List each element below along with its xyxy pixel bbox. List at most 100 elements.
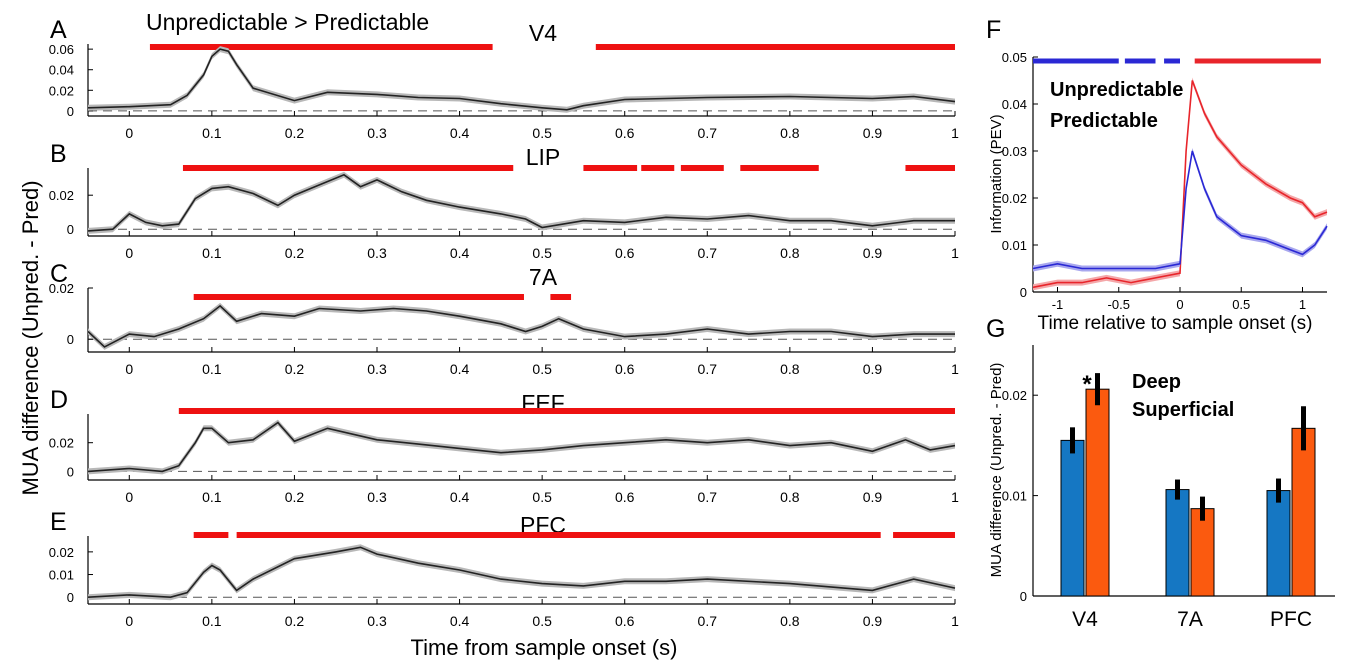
data-line bbox=[87, 48, 956, 111]
bar bbox=[1266, 490, 1291, 597]
x-tick-label: 0 bbox=[1176, 297, 1183, 312]
data-line bbox=[87, 421, 956, 473]
x-tick-label: 0.7 bbox=[698, 125, 718, 141]
x-tick-label: 1 bbox=[951, 613, 959, 629]
series-line bbox=[1032, 150, 1328, 270]
y-tick-label: 0.01 bbox=[1002, 489, 1027, 504]
x-tick-label: 0.4 bbox=[450, 245, 470, 261]
y-tick-label: 0 bbox=[67, 332, 74, 347]
data-line bbox=[87, 304, 955, 348]
series-line bbox=[1032, 80, 1328, 289]
y-tick-label: 0 bbox=[1020, 285, 1027, 300]
panel-letter: G bbox=[986, 315, 1005, 343]
x-tick-label: 0.6 bbox=[615, 125, 635, 141]
panel-letter: E bbox=[50, 508, 67, 536]
panel-c-7a: C 7A 0 0.02 0 0.1 0.2 0.3 0.4 0.5 0.6 0.7 0.8 0.9 1 bbox=[49, 260, 959, 377]
shared-x-axis-label: Time from sample onset (s) bbox=[411, 635, 678, 660]
time-course-panels: A V4 0 0.02 0.04 0.06 0 0.1 0.2 0.3 0.4 0.5 0.6 0.7 0.… bbox=[49, 16, 959, 629]
data-line bbox=[87, 173, 955, 232]
legend-entry: Unpredictable bbox=[1050, 79, 1183, 101]
x-tick-label: 0.3 bbox=[367, 361, 387, 377]
x-tick-label: 0.9 bbox=[863, 361, 883, 377]
x-tick-label: 0.1 bbox=[202, 125, 222, 141]
x-tick-label: 0.7 bbox=[698, 489, 718, 505]
x-tick-label: 0.6 bbox=[615, 361, 635, 377]
y-tick-label: 0.02 bbox=[1002, 388, 1027, 403]
x-tick-label: 0.1 bbox=[202, 613, 222, 629]
y-axis-label: MUA difference (Unpred. - Pred) bbox=[988, 363, 1005, 578]
x-tick-label: 0 bbox=[125, 245, 133, 261]
panel-letter: D bbox=[50, 386, 68, 414]
x-tick-label: -1 bbox=[1052, 297, 1064, 312]
y-tick-label: 0.02 bbox=[49, 83, 74, 98]
bar bbox=[1165, 489, 1190, 597]
x-tick-label: 0.6 bbox=[615, 613, 635, 629]
x-tick-label: 0.7 bbox=[698, 245, 718, 261]
bar bbox=[1085, 388, 1110, 597]
y-tick-label: 0.06 bbox=[49, 42, 74, 57]
sem-band bbox=[88, 171, 955, 234]
x-tick-label: 0.1 bbox=[202, 489, 222, 505]
panel-letter: A bbox=[50, 16, 67, 44]
legend-entry: Superficial bbox=[1132, 399, 1234, 421]
y-tick-label: 0.05 bbox=[1002, 50, 1027, 65]
x-tick-label: 0.9 bbox=[863, 613, 883, 629]
x-tick-label: 0.7 bbox=[698, 361, 718, 377]
x-tick-label: 0 bbox=[125, 125, 133, 141]
x-tick-label: 0.9 bbox=[863, 489, 883, 505]
x-tick-label: -0.5 bbox=[1108, 297, 1130, 312]
x-tick-label: 0.1 bbox=[202, 245, 222, 261]
y-tick-label: 0.02 bbox=[49, 188, 74, 203]
panel-a-v4: A V4 0 0.02 0.04 0.06 0 0.1 0.2 0.3 0.4 0.5 0.6 0.7 0.… bbox=[49, 16, 959, 141]
x-tick-label: 0.7 bbox=[698, 613, 718, 629]
x-tick-label: 0.5 bbox=[532, 245, 552, 261]
x-tick-label: 1 bbox=[951, 361, 959, 377]
x-tick-label: 0.8 bbox=[780, 361, 800, 377]
x-tick-label: 0.8 bbox=[780, 613, 800, 629]
x-tick-label: 0.5 bbox=[532, 489, 552, 505]
x-tick-label: 0.4 bbox=[450, 361, 470, 377]
legend-entry: Deep bbox=[1132, 371, 1181, 393]
x-tick-label: 0.2 bbox=[285, 125, 305, 141]
x-tick-label: 0 bbox=[125, 613, 133, 629]
x-tick-label: 0.1 bbox=[202, 361, 222, 377]
header-comparison-label: Unpredictable > Predictable bbox=[146, 9, 429, 35]
x-tick-label: 0.6 bbox=[615, 245, 635, 261]
x-tick-label: 0.4 bbox=[450, 125, 470, 141]
category-label: V4 bbox=[1072, 608, 1098, 631]
category-label: PFC bbox=[1270, 608, 1312, 631]
y-tick-label: 0.04 bbox=[1002, 97, 1027, 112]
y-tick-label: 0.03 bbox=[1002, 144, 1027, 159]
x-tick-label: 1 bbox=[951, 125, 959, 141]
sem-band bbox=[1033, 148, 1327, 272]
x-tick-label: 0.9 bbox=[863, 125, 883, 141]
x-tick-label: 0.5 bbox=[532, 125, 552, 141]
x-tick-label: 1 bbox=[1299, 297, 1306, 312]
sem-band bbox=[88, 302, 955, 350]
bar bbox=[1060, 439, 1085, 597]
sem-band bbox=[1033, 77, 1327, 291]
y-tick-label: 0.02 bbox=[1002, 191, 1027, 206]
sem-band bbox=[88, 544, 955, 601]
y-axis-label: Information (PEV) bbox=[988, 114, 1005, 233]
y-tick-label: 0.02 bbox=[49, 436, 74, 451]
bar bbox=[1291, 427, 1316, 597]
x-tick-label: 1 bbox=[951, 489, 959, 505]
y-tick-label: 0 bbox=[67, 104, 74, 119]
panel-letter: B bbox=[50, 140, 67, 168]
y-tick-label: 0.01 bbox=[49, 568, 74, 583]
x-tick-label: 0.5 bbox=[532, 613, 552, 629]
x-tick-label: 0.5 bbox=[532, 361, 552, 377]
y-tick-label: 0.02 bbox=[49, 545, 74, 560]
x-tick-label: 0.8 bbox=[780, 245, 800, 261]
x-tick-label: 0.8 bbox=[780, 489, 800, 505]
y-tick-label: 0 bbox=[1020, 589, 1027, 604]
panel-title: 7A bbox=[529, 264, 558, 290]
x-tick-label: 0.4 bbox=[450, 613, 470, 629]
legend-entry: Predictable bbox=[1050, 110, 1158, 132]
